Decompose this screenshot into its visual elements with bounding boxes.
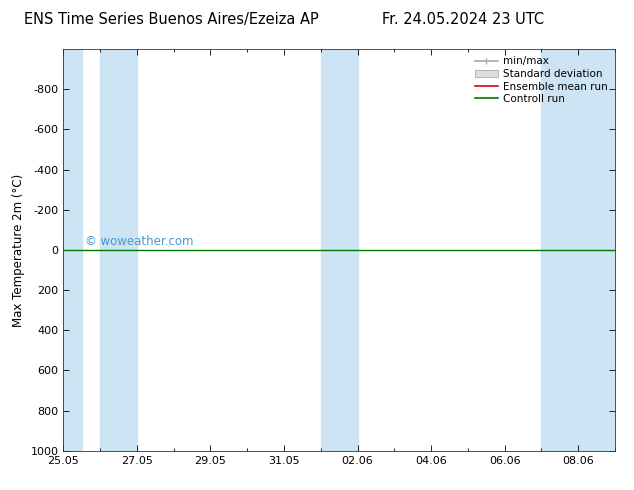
Y-axis label: Max Temperature 2m (°C): Max Temperature 2m (°C) — [12, 173, 25, 326]
Text: ENS Time Series Buenos Aires/Ezeiza AP: ENS Time Series Buenos Aires/Ezeiza AP — [24, 12, 318, 27]
Text: © woweather.com: © woweather.com — [86, 235, 194, 248]
Bar — [321, 49, 358, 451]
Bar — [541, 49, 615, 451]
Legend: min/max, Standard deviation, Ensemble mean run, Controll run: min/max, Standard deviation, Ensemble me… — [473, 54, 610, 106]
Text: Fr. 24.05.2024 23 UTC: Fr. 24.05.2024 23 UTC — [382, 12, 544, 27]
Bar — [63, 49, 82, 451]
Bar — [100, 49, 137, 451]
